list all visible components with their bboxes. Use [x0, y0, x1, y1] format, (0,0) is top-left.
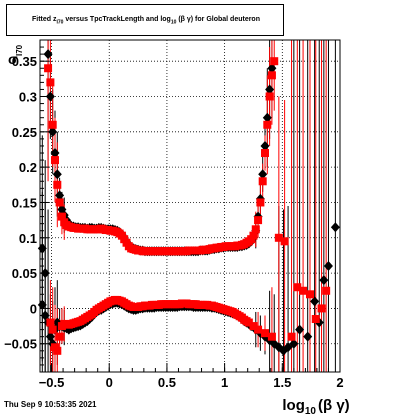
red-square-point [53, 180, 62, 189]
red-square-point [57, 212, 66, 221]
red-square-point [55, 198, 64, 207]
svg-text:log10: log10 [282, 397, 316, 414]
red-square-point [249, 231, 258, 240]
black-diamond-point [330, 222, 340, 233]
red-square-point [263, 120, 272, 129]
red-square-point [256, 198, 265, 207]
red-square-point [258, 177, 267, 186]
red-square-point [51, 156, 59, 165]
black-diamond-point [52, 169, 62, 180]
red-square-point [254, 216, 263, 225]
x-axis-title-tail: (β γ) [318, 397, 350, 414]
black-diamond-point [323, 261, 333, 272]
black-diamond-point [57, 204, 67, 215]
title-part: Fitted z [32, 16, 57, 23]
x-tick-label: 1.5 [273, 375, 291, 390]
red-square-point [48, 325, 57, 334]
y-tick-label: 0 [30, 301, 37, 316]
y-tick-label: 0.1 [19, 231, 37, 246]
black-diamond-point [40, 310, 50, 321]
x-tick-label: 1 [221, 375, 228, 390]
data-points [37, 49, 340, 356]
y-tick-label: 0.15 [12, 195, 37, 210]
axis-labels: log10 (β γ) σ I70 [8, 44, 350, 414]
black-diamond-point [258, 169, 268, 180]
black-diamond-point [55, 190, 65, 201]
red-square-point [53, 346, 62, 355]
y-tick-label: 0.2 [19, 160, 37, 175]
y-tick-label: −0.05 [4, 337, 37, 352]
black-diamond-point [303, 331, 313, 342]
black-diamond-point [319, 275, 329, 286]
red-square-point [46, 78, 55, 87]
red-square-point [287, 332, 296, 341]
red-square-point [46, 318, 55, 327]
x-axis-title-sub: 10 [305, 406, 317, 414]
black-diamond-point [289, 338, 299, 349]
red-square-point [293, 283, 302, 292]
x-tick-label: 0.5 [158, 375, 176, 390]
x-axis-title: log [282, 397, 305, 414]
red-square-point [270, 57, 279, 66]
y-axis-title-sub: I70 [15, 44, 24, 56]
black-diamond-point [43, 49, 53, 60]
y-tick-label: 0.25 [12, 125, 37, 140]
axis-ticks: −0.5 0 0.5 1 1.5 2 −0.05 0 0.05 0.1 0.15 0.2 0.25 0.3… [4, 46, 344, 390]
x-tick-label: −0.5 [39, 375, 65, 390]
red-square-point [249, 322, 258, 331]
black-diamond-point [45, 91, 55, 102]
red-square-point [274, 233, 283, 242]
red-square-point [44, 64, 53, 73]
red-square-point [311, 315, 320, 324]
red-square-point [261, 149, 269, 158]
red-square-point [55, 332, 64, 341]
black-diamond-point [48, 126, 58, 137]
red-square-point [306, 290, 314, 299]
red-square-point [261, 329, 269, 338]
title-part: (β γ) for Global deuteron [176, 16, 260, 23]
chart-title: Fitted zI70 versus TpcTrackLength and lo… [7, 5, 285, 37]
black-diamond-point [260, 140, 270, 151]
red-square-point [244, 318, 253, 327]
black-diamond-point [310, 296, 320, 307]
chart-title-box: Fitted zI70 versus TpcTrackLength and lo… [6, 4, 284, 36]
title-sub: I70 [56, 19, 64, 26]
red-square-point [299, 286, 308, 295]
red-square-point [267, 71, 276, 80]
y-axis-title: σ [8, 51, 18, 67]
red-square-point [280, 237, 289, 246]
y-tick-label: 0.05 [12, 266, 37, 281]
red-square-point [254, 325, 263, 334]
black-diamond-point [267, 63, 277, 74]
x-tick-label: 0 [106, 375, 113, 390]
title-part: versus TpcTrackLength and log [63, 16, 171, 23]
red-square-point [48, 120, 57, 129]
y-tick-label: 0.35 [12, 54, 37, 69]
red-square-point [267, 332, 276, 341]
black-diamond-point [295, 324, 305, 335]
black-diamond-point [265, 84, 275, 95]
black-diamond-point [262, 112, 272, 123]
red-square-point [322, 286, 331, 295]
black-diamond-point [50, 148, 60, 159]
title-sub: 10 [170, 19, 177, 26]
timestamp-label: Thu Sep 9 10:53:35 2021 [4, 400, 97, 409]
y-tick-label: 0.3 [19, 90, 37, 105]
red-square-point [317, 304, 326, 313]
red-square-point [265, 92, 274, 101]
red-square-point [251, 225, 260, 234]
x-tick-label: 2 [336, 375, 343, 390]
